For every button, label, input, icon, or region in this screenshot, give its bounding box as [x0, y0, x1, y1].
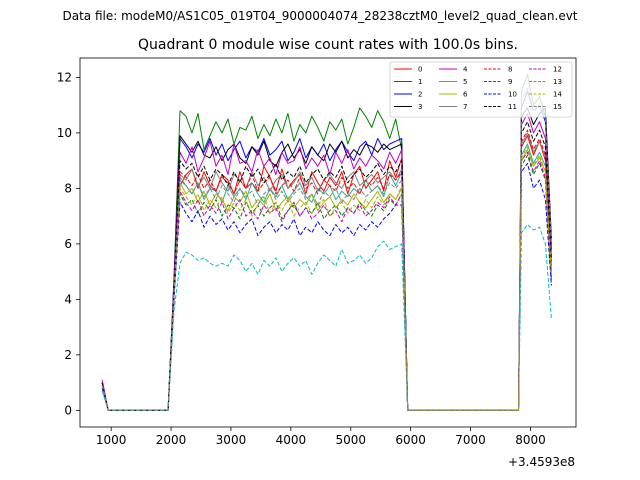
legend-label-11: 11: [508, 103, 517, 111]
series-line-6: [101, 149, 552, 411]
y-tick-label: 4: [64, 292, 72, 306]
series-line-9: [101, 154, 552, 411]
legend-label-14: 14: [553, 91, 562, 99]
series-line-7: [101, 132, 552, 411]
series-line-5: [101, 143, 552, 411]
series-line-14: [101, 146, 552, 411]
legend-label-1: 1: [418, 78, 422, 86]
series-line-4: [101, 113, 552, 411]
legend-frame: [389, 61, 573, 118]
series-line-10: [101, 162, 552, 411]
chart-title: Quadrant 0 module wise count rates with …: [138, 37, 518, 53]
legend-label-10: 10: [508, 91, 517, 99]
y-tick-label: 0: [64, 403, 72, 417]
series-line-0: [101, 135, 552, 411]
x-tick-label: 4000: [276, 433, 307, 447]
y-tick-label: 12: [57, 70, 72, 84]
plot-area: [79, 57, 577, 428]
x-tick-label: 7000: [455, 433, 486, 447]
legend-label-7: 7: [463, 103, 467, 111]
legend-label-8: 8: [508, 66, 512, 74]
x-tick-label: 1000: [96, 433, 127, 447]
legend-label-4: 4: [463, 66, 468, 74]
x-tick-label: 8000: [515, 433, 546, 447]
x-tick-label: 3000: [216, 433, 247, 447]
x-tick-label: 6000: [395, 433, 426, 447]
plot-frame: [79, 57, 577, 428]
x-offset-label: +3.4593e8: [508, 455, 575, 469]
x-tick-label: 5000: [335, 433, 366, 447]
y-tick-label: 2: [64, 348, 72, 362]
legend-label-6: 6: [463, 91, 468, 99]
series-line-13: [101, 224, 552, 411]
y-tick-label: 8: [64, 181, 72, 195]
x-tick-label: 2000: [156, 433, 187, 447]
legend-label-15: 15: [553, 103, 562, 111]
legend-label-5: 5: [463, 78, 467, 86]
series-line-15: [101, 88, 552, 411]
figure-suptitle: Data file: modeM0/AS1C05_019T04_90000040…: [62, 9, 577, 23]
legend-label-0: 0: [418, 66, 422, 74]
y-tick-label: 10: [57, 126, 72, 140]
legend-label-2: 2: [418, 91, 422, 99]
y-tick-label: 6: [64, 237, 72, 251]
x-axis: 1000 2000 3000 4000 5000 6000 7000 8000: [96, 427, 546, 447]
legend-label-3: 3: [418, 103, 422, 111]
series-line-8: [101, 129, 552, 411]
series-line-12: [101, 151, 552, 411]
legend-label-9: 9: [508, 78, 512, 86]
legend-label-12: 12: [553, 66, 562, 74]
series-line-2: [101, 90, 552, 411]
y-axis: 0 2 4 6 8 10 12: [57, 70, 80, 417]
series-layer: [101, 74, 552, 411]
legend-label-13: 13: [553, 78, 562, 86]
series-line-11: [101, 121, 552, 411]
